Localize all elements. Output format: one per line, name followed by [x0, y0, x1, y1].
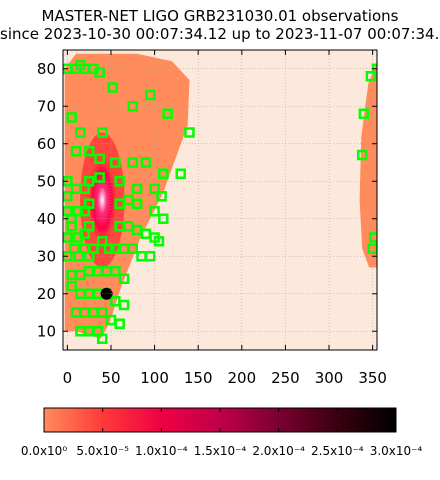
observed-field — [158, 168, 169, 179]
observed-field — [358, 108, 370, 119]
observed-field — [75, 127, 86, 138]
observed-field — [131, 183, 143, 194]
y-tick-label: 50 — [37, 172, 56, 190]
chart-subtitle: since 2023-10-30 00:07:34.12 up to 2023-… — [0, 26, 440, 43]
observed-field — [66, 112, 77, 123]
observed-field — [127, 243, 139, 254]
observed-field — [156, 191, 167, 202]
chart-title: MASTER-NET LIGO GRB231030.01 observation… — [41, 8, 399, 25]
observed-field — [88, 243, 99, 254]
observed-field — [114, 318, 125, 329]
observed-field — [110, 266, 121, 277]
observed-field — [162, 108, 173, 119]
y-tick-label: 10 — [37, 322, 56, 340]
x-tick-label: 200 — [227, 369, 256, 387]
grid-lines — [63, 50, 377, 350]
x-tick-label: 0 — [63, 369, 73, 387]
observed-field — [97, 333, 108, 344]
colorbar-tick-label: 1.5x10⁻⁴ — [194, 444, 247, 458]
colorbar-tick-label: 0.0x10⁰ — [21, 444, 67, 458]
colorbar-tick-label: 3.0x10⁻⁴ — [370, 444, 423, 458]
y-tick-label: 60 — [37, 135, 56, 153]
x-tick-label: 350 — [358, 369, 387, 387]
x-tick-label: 50 — [101, 369, 120, 387]
grb-position-marker — [100, 287, 113, 300]
observed-field — [97, 236, 108, 247]
observed-field — [103, 243, 115, 254]
y-tick-label: 20 — [37, 285, 56, 303]
observed-field — [127, 157, 139, 168]
observed-field — [66, 281, 77, 292]
observed-field — [356, 149, 368, 161]
observed-field — [73, 251, 84, 262]
x-tick-label: 150 — [184, 369, 213, 387]
x-tick-label: 100 — [140, 369, 169, 387]
colorbar-tick-label: 2.0x10⁻⁴ — [252, 444, 305, 458]
observed-field — [94, 153, 105, 164]
plot-border — [62, 49, 378, 351]
observed-field — [175, 168, 186, 179]
observed-field — [184, 127, 195, 138]
observed-field — [149, 183, 160, 194]
y-tick-label: 80 — [37, 60, 56, 78]
observed-field — [66, 221, 77, 232]
colorbar-tick-label: 1.0x10⁻⁴ — [135, 444, 188, 458]
observed-field — [107, 82, 118, 93]
colorbar: 0.0x10⁰ 5.0x10⁻⁵ 1.0x10⁻⁴ 1.5x10⁻⁴ 2.0x10⁻⁴ 2… — [21, 407, 423, 458]
observed-field — [131, 198, 143, 209]
observed-field — [127, 101, 139, 112]
observed-field — [365, 71, 377, 82]
observed-field — [70, 146, 82, 157]
observed-field — [144, 251, 156, 262]
colorbar-tick-label: 5.0x10⁻⁵ — [76, 444, 129, 458]
observed-field — [140, 157, 152, 168]
colorbar-tick-label: 2.5x10⁻⁴ — [311, 444, 364, 458]
observed-field — [118, 273, 130, 284]
observed-field — [153, 236, 165, 247]
y-tick-label: 70 — [37, 97, 56, 115]
plot-area — [63, 53, 377, 344]
observed-field — [97, 127, 108, 138]
observed-field — [83, 198, 95, 209]
observed-field — [144, 89, 156, 101]
observed-field — [110, 157, 121, 168]
y-tick-label: 30 — [37, 247, 56, 265]
x-tick-label: 250 — [271, 369, 300, 387]
x-tick-label: 300 — [315, 369, 344, 387]
observed-field — [83, 146, 95, 157]
observed-field — [118, 299, 130, 311]
observed-field — [369, 232, 377, 243]
axes: 0 50 100 150 200 250 300 350 10 20 30 40 50 60 70 80 — [37, 49, 387, 387]
y-tick-label: 40 — [37, 210, 56, 228]
observed-field — [97, 307, 108, 318]
observed-field — [83, 221, 95, 232]
